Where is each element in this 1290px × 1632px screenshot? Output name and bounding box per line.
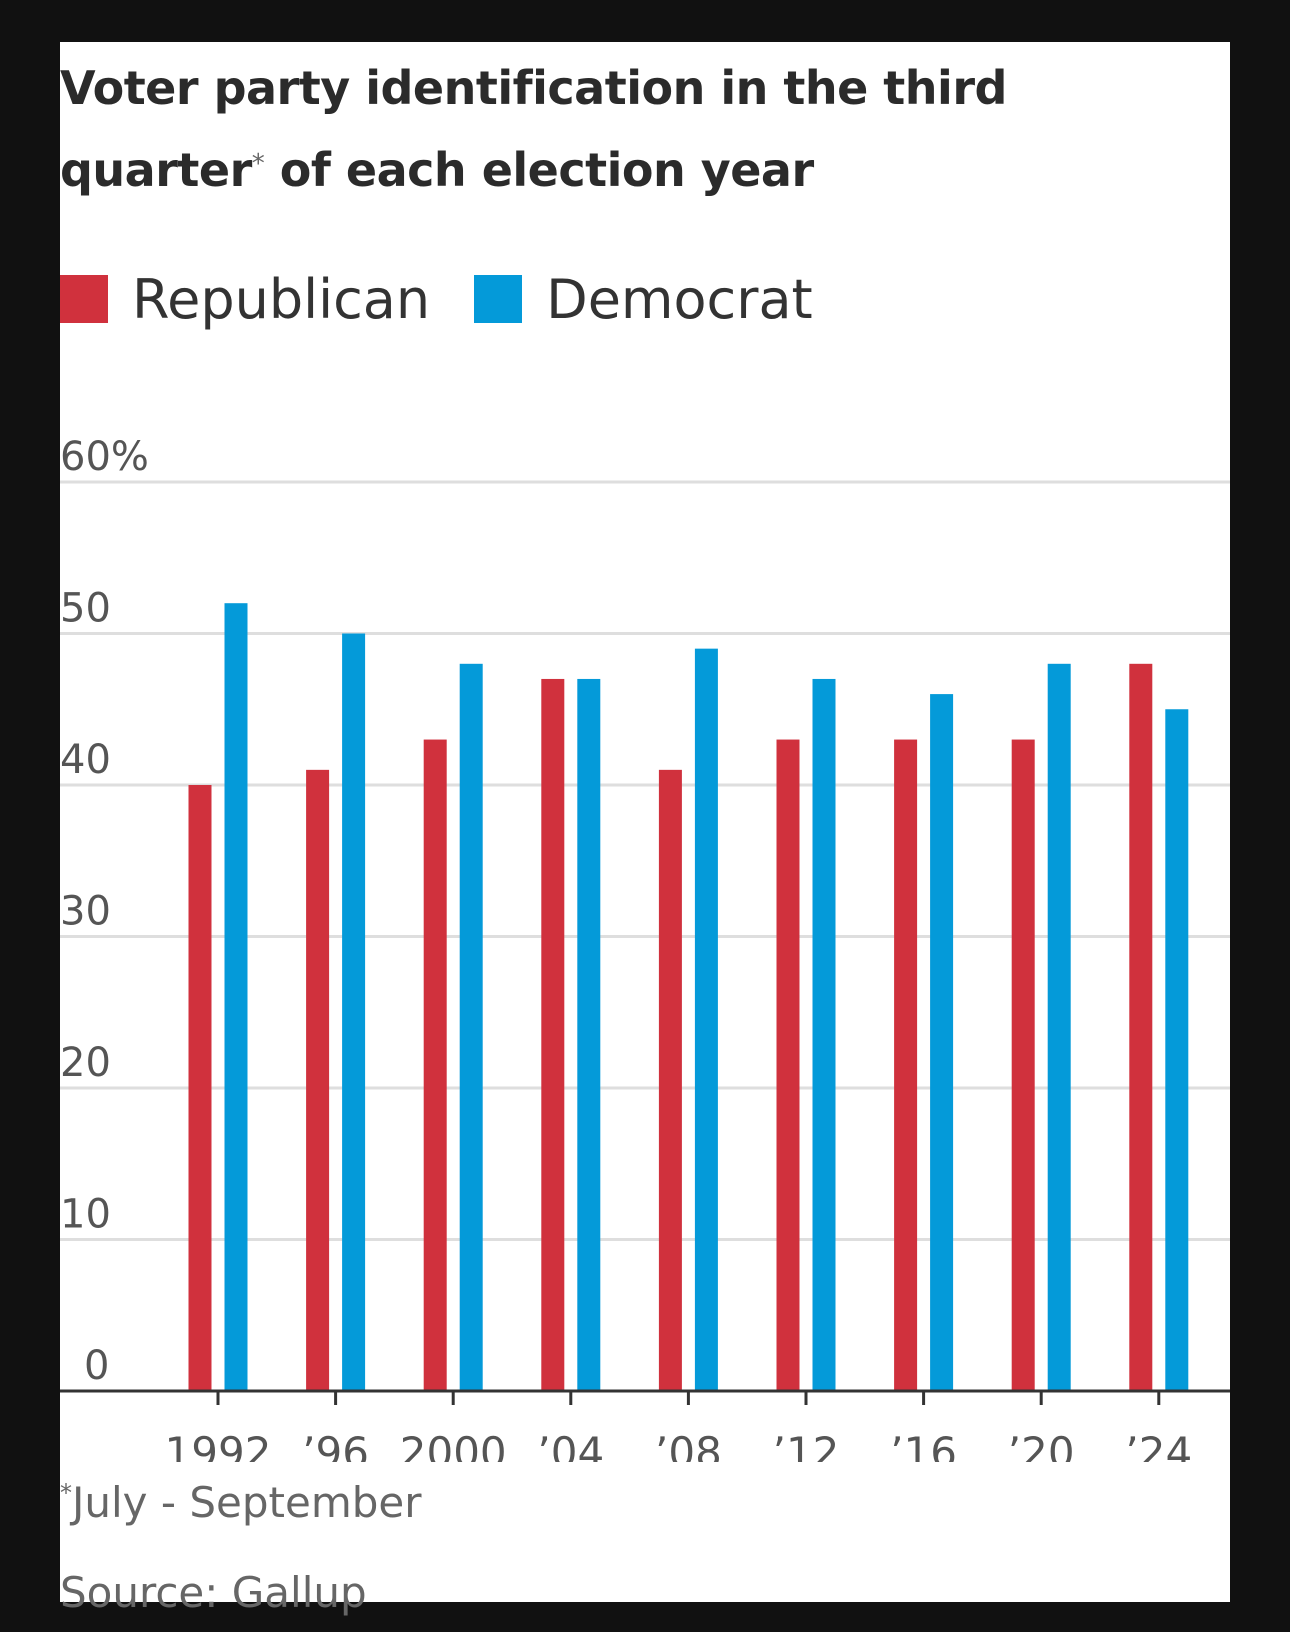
chart-card: Voter party identification in the third … bbox=[60, 42, 1230, 1617]
legend-swatch-democrat bbox=[474, 275, 523, 323]
y-tick-label-20: 20 bbox=[60, 1040, 111, 1086]
bar-republican-5 bbox=[776, 739, 800, 1391]
bar-democrat-7 bbox=[1047, 663, 1071, 1391]
bar-republican-2 bbox=[423, 739, 447, 1391]
bar-democrat-0 bbox=[224, 603, 248, 1391]
y-tick-label-40: 40 bbox=[60, 737, 111, 783]
y-tick-label-60: 60% bbox=[60, 434, 149, 480]
bar-democrat-4 bbox=[694, 648, 718, 1391]
source-note: Source: Gallup bbox=[60, 1568, 367, 1617]
x-tick-label-1: ’96 bbox=[302, 1428, 369, 1462]
chart-title: Voter party identification in the third … bbox=[60, 61, 1007, 197]
legend-item-republican: Republican bbox=[60, 268, 430, 331]
legend-label-republican: Republican bbox=[132, 267, 431, 331]
bar-republican-8 bbox=[1129, 663, 1153, 1391]
bar-democrat-8 bbox=[1165, 709, 1189, 1391]
x-tick-label-2: 2000 bbox=[400, 1428, 507, 1462]
x-tick-label-0: 1992 bbox=[165, 1428, 272, 1462]
bar-republican-4 bbox=[658, 769, 682, 1391]
bar-democrat-2 bbox=[459, 663, 483, 1391]
bar-democrat-3 bbox=[577, 678, 601, 1391]
x-tick-label-3: ’04 bbox=[537, 1428, 604, 1462]
bar-republican-6 bbox=[894, 739, 918, 1391]
title-asterisk: * bbox=[251, 149, 265, 179]
y-tick-label-30: 30 bbox=[60, 889, 111, 935]
x-tick-label-4: ’08 bbox=[655, 1428, 722, 1462]
x-tick-label-7: ’20 bbox=[1008, 1428, 1075, 1462]
legend-label-democrat: Democrat bbox=[546, 267, 813, 331]
x-tick-label-8: ’24 bbox=[1125, 1428, 1192, 1462]
bar-democrat-1 bbox=[342, 633, 366, 1391]
bar-democrat-5 bbox=[812, 678, 836, 1391]
bar-republican-0 bbox=[188, 785, 212, 1391]
legend-item-democrat: Democrat bbox=[474, 268, 813, 331]
bar-republican-3 bbox=[541, 678, 565, 1391]
x-tick-label-6: ’16 bbox=[890, 1428, 957, 1462]
bar-chart-plot: 0 10 20 30 40 50 60% 1992 ’96 2000 ’04 ’08 ’12 ’16 ’20… bbox=[60, 434, 1230, 1462]
footnote: *July - September bbox=[60, 1478, 422, 1527]
bar-republican-1 bbox=[306, 769, 330, 1391]
y-tick-label-50: 50 bbox=[60, 586, 111, 632]
y-tick-label-0: 0 bbox=[84, 1343, 109, 1389]
y-tick-label-10: 10 bbox=[60, 1192, 111, 1238]
bar-democrat-6 bbox=[930, 694, 954, 1391]
x-tick-label-5: ’12 bbox=[773, 1428, 840, 1462]
bar-republican-7 bbox=[1011, 739, 1035, 1391]
legend-swatch-republican bbox=[60, 275, 108, 323]
legend: Republican Democrat bbox=[60, 264, 857, 334]
